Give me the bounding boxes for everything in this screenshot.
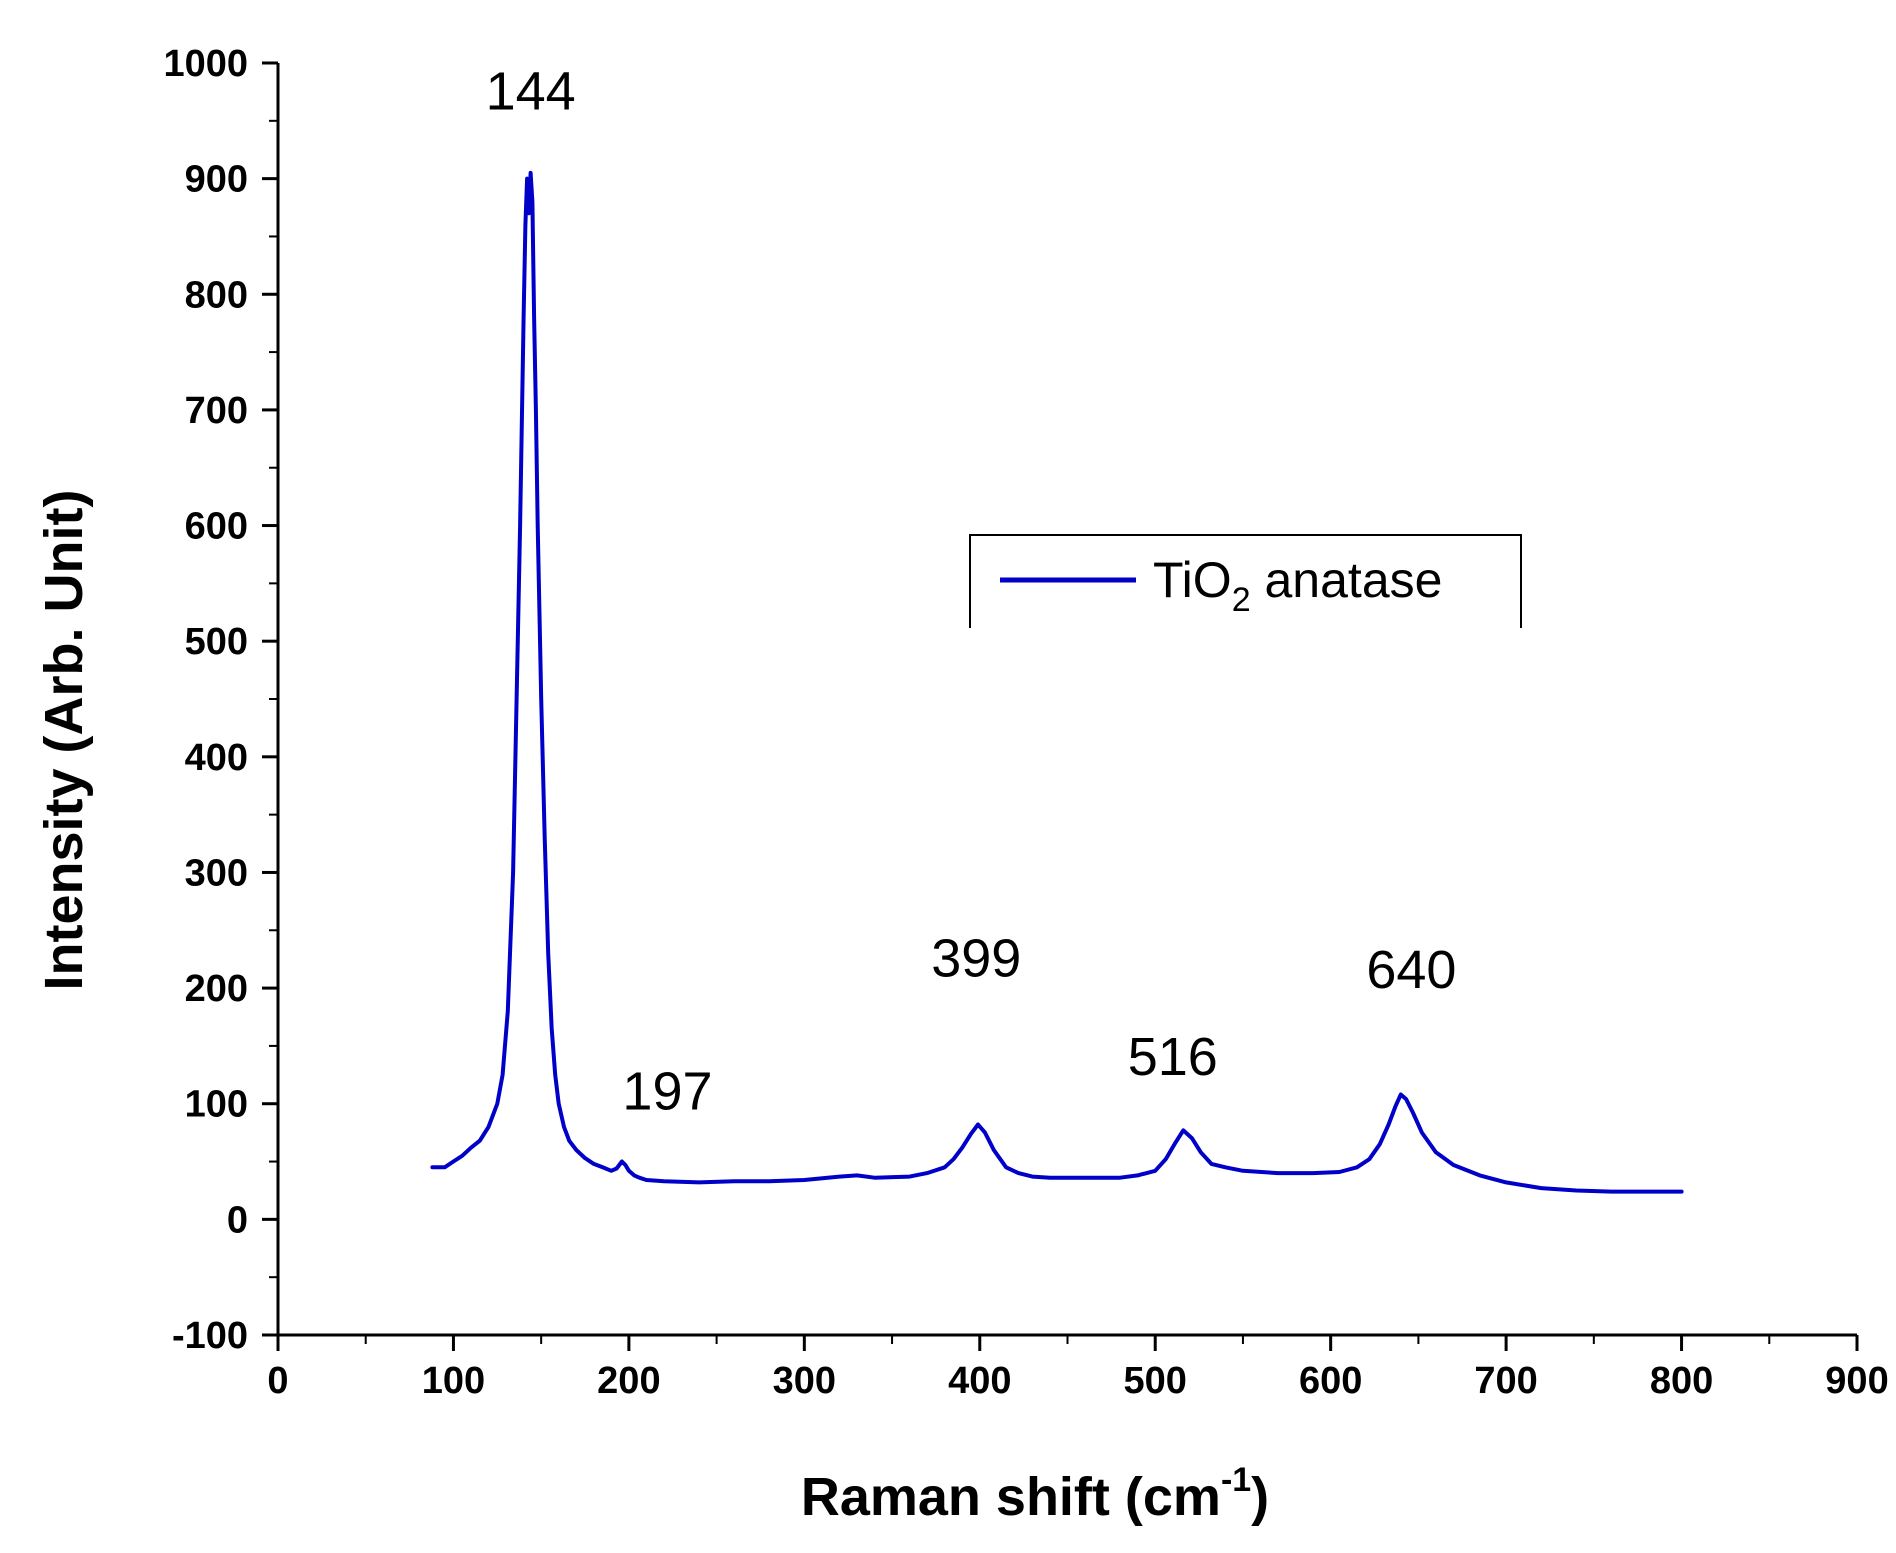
y-tick-label: 400 bbox=[185, 737, 248, 779]
legend: TiO2 anatase bbox=[969, 534, 1522, 628]
x-tick-label: 900 bbox=[1825, 1360, 1888, 1402]
x-tick-label: 300 bbox=[773, 1360, 836, 1402]
peak-label-144: 144 bbox=[486, 61, 576, 121]
peak-label-399: 399 bbox=[931, 929, 1021, 989]
x-axis-title: Raman shift (cm-1) bbox=[801, 1461, 1269, 1527]
y-tick-label: -100 bbox=[172, 1315, 248, 1357]
x-tick-label: 100 bbox=[422, 1360, 485, 1402]
peak-annotations: 144 197 399 516 640 bbox=[486, 61, 1457, 1121]
x-tick-label: 400 bbox=[948, 1360, 1011, 1402]
x-axis-title-close: ) bbox=[1251, 1467, 1269, 1527]
y-tick-label: 0 bbox=[227, 1199, 248, 1241]
peak-label-640: 640 bbox=[1366, 940, 1456, 1000]
y-tick-label: 800 bbox=[185, 274, 248, 316]
y-tick-label: 900 bbox=[185, 159, 248, 201]
y-tick-label: 700 bbox=[185, 390, 248, 432]
peak-label-197: 197 bbox=[622, 1062, 712, 1122]
y-axis-ticks: -100 0 100 200 300 400 500 600 700 800 900 1000 bbox=[163, 43, 278, 1357]
y-axis-title: Intensity (Arb. Unit) bbox=[34, 490, 94, 991]
y-tick-label: 100 bbox=[185, 1084, 248, 1126]
y-tick-label: 1000 bbox=[163, 43, 248, 85]
x-tick-label: 600 bbox=[1299, 1360, 1362, 1402]
x-axis-title-superscript: -1 bbox=[1221, 1461, 1251, 1499]
x-axis-ticks: 0 100 200 300 400 500 600 700 800 900 bbox=[267, 1335, 1889, 1402]
series-line-tio2-anatase bbox=[430, 170, 1684, 1194]
legend-label: TiO2 anatase bbox=[1153, 552, 1442, 619]
y-tick-label: 600 bbox=[185, 506, 248, 548]
y-tick-label: 500 bbox=[185, 621, 248, 663]
legend-label-base: TiO bbox=[1153, 552, 1232, 608]
x-tick-label: 700 bbox=[1474, 1360, 1537, 1402]
y-tick-label: 300 bbox=[185, 852, 248, 894]
legend-label-subscript: 2 bbox=[1232, 581, 1251, 619]
x-tick-label: 200 bbox=[597, 1360, 660, 1402]
x-tick-label: 800 bbox=[1650, 1360, 1713, 1402]
x-tick-label: 0 bbox=[267, 1360, 288, 1402]
legend-label-suffix: anatase bbox=[1251, 552, 1443, 608]
peak-label-516: 516 bbox=[1128, 1027, 1218, 1087]
x-tick-label: 500 bbox=[1124, 1360, 1187, 1402]
legend-frame bbox=[969, 534, 1522, 628]
y-tick-label: 200 bbox=[185, 968, 248, 1010]
x-axis-title-text: Raman shift (cm bbox=[801, 1467, 1221, 1527]
series-group bbox=[430, 170, 1684, 1194]
